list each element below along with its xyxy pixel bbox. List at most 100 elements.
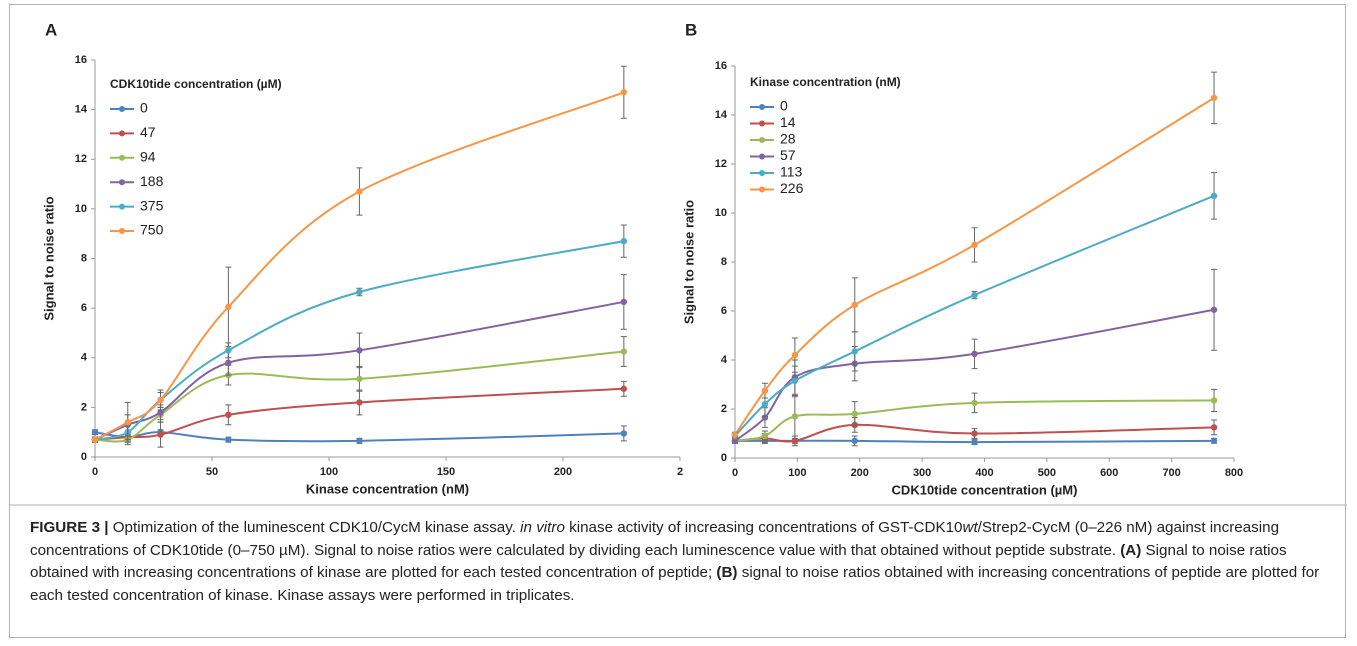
caption-text: wt [962, 519, 978, 536]
data-point [356, 437, 363, 445]
data-point [157, 431, 164, 438]
data-point [851, 301, 858, 309]
y-tick-label: 2 [721, 403, 727, 415]
x-axis-title: CDK10tide concentration (µM) [892, 482, 1078, 497]
data-point [620, 348, 628, 355]
figure: A 0 2 4 6 8 10 12 14 16 0 50 100 150 200 2 Kinase concen… [9, 4, 1347, 638]
data-point [91, 428, 99, 436]
data-point [851, 410, 858, 418]
caption-text: Signal to noise ratios obtained with inc… [30, 541, 1287, 582]
legend-marker [119, 130, 125, 137]
caption-text: (A) [1120, 541, 1142, 559]
legend-marker [119, 106, 125, 112]
legend-marker [759, 186, 765, 193]
y-tick-label: 0 [721, 452, 727, 464]
legend-title: CDK10tide concentration (µM) [110, 77, 282, 91]
x-tick-label: 200 [851, 467, 869, 479]
y-tick-label: 14 [715, 109, 728, 121]
data-point [971, 399, 978, 407]
legend-title: Kinase concentration (nM) [750, 75, 901, 89]
legend-marker [759, 120, 765, 127]
data-point [761, 432, 769, 440]
data-point [1210, 437, 1218, 445]
data-point [1210, 94, 1218, 102]
data-point [620, 385, 628, 392]
data-point [225, 347, 232, 354]
data-point [91, 436, 99, 443]
data-point [620, 89, 628, 96]
legend-marker [759, 137, 765, 143]
y-tick-label: 16 [75, 54, 87, 66]
panel-label: A [45, 20, 57, 39]
legend-marker [119, 228, 125, 234]
legend-label: 28 [780, 131, 796, 147]
y-tick-label: 10 [75, 203, 87, 215]
data-point [761, 400, 769, 408]
legend-label: 375 [140, 197, 164, 213]
legend-marker [759, 153, 765, 160]
data-point [971, 291, 978, 299]
y-tick-label: 12 [75, 153, 87, 165]
legend-label: 0 [780, 98, 788, 114]
data-point [851, 348, 858, 355]
data-point [971, 241, 978, 249]
data-point [791, 351, 799, 359]
data-point [157, 409, 164, 416]
data-point [971, 438, 978, 446]
y-tick-label: 4 [81, 352, 88, 364]
x-tick-label: 50 [206, 466, 218, 478]
caption-label: FIGURE 3 | [30, 519, 109, 536]
x-tick-label: 500 [1038, 467, 1056, 479]
x-tick-label: 0 [92, 466, 98, 478]
panel-label: B [685, 20, 697, 39]
legend-label: 188 [140, 173, 164, 189]
y-axis-title: Signal to noise ratio [41, 196, 56, 320]
data-point [761, 387, 769, 394]
data-point [971, 430, 978, 437]
series-line [734, 96, 1215, 436]
data-point [356, 399, 363, 406]
y-tick-label: 8 [721, 256, 727, 268]
charts: A 0 2 4 6 8 10 12 14 16 0 50 100 150 200 2 Kinase concen… [10, 20, 1347, 506]
x-tick-label: 2 [677, 466, 683, 478]
y-tick-label: 12 [715, 158, 727, 170]
data-point [851, 437, 858, 445]
x-tick-label: 300 [913, 467, 931, 479]
data-point [225, 303, 232, 311]
data-point [971, 350, 978, 358]
data-point [157, 396, 164, 404]
x-tick-label: 800 [1225, 467, 1243, 479]
data-point [356, 375, 363, 383]
caption-text: signal to noise ratios obtained with inc… [30, 564, 1320, 604]
legend-marker [119, 154, 125, 161]
data-point [731, 431, 739, 438]
x-tick-label: 100 [788, 467, 806, 479]
data-point [356, 288, 363, 296]
data-point [731, 437, 739, 445]
data-point [1210, 306, 1218, 313]
data-point [225, 436, 232, 443]
legend-marker [119, 179, 125, 186]
x-tick-label: 400 [975, 467, 993, 479]
data-point [1210, 192, 1218, 200]
y-tick-label: 14 [75, 104, 88, 116]
data-point [791, 437, 799, 445]
data-point [225, 411, 232, 419]
data-point [620, 298, 628, 306]
data-point [791, 413, 799, 420]
data-point [620, 430, 628, 437]
x-tick-label: 150 [437, 466, 455, 478]
caption-text: Optimization of the luminescent CDK10/Cy… [108, 519, 521, 536]
x-tick-label: 200 [554, 466, 572, 478]
y-tick-label: 8 [81, 252, 87, 264]
legend-label: 94 [140, 149, 156, 165]
x-tick-label: 0 [732, 467, 738, 479]
y-tick-label: 6 [721, 305, 727, 317]
x-tick-label: 100 [320, 466, 338, 478]
legend-label: 47 [140, 124, 156, 140]
data-point [620, 237, 628, 245]
data-point [124, 419, 131, 426]
x-tick-label: 600 [1100, 467, 1118, 479]
legend-label: 113 [780, 164, 803, 180]
data-point [791, 377, 799, 385]
